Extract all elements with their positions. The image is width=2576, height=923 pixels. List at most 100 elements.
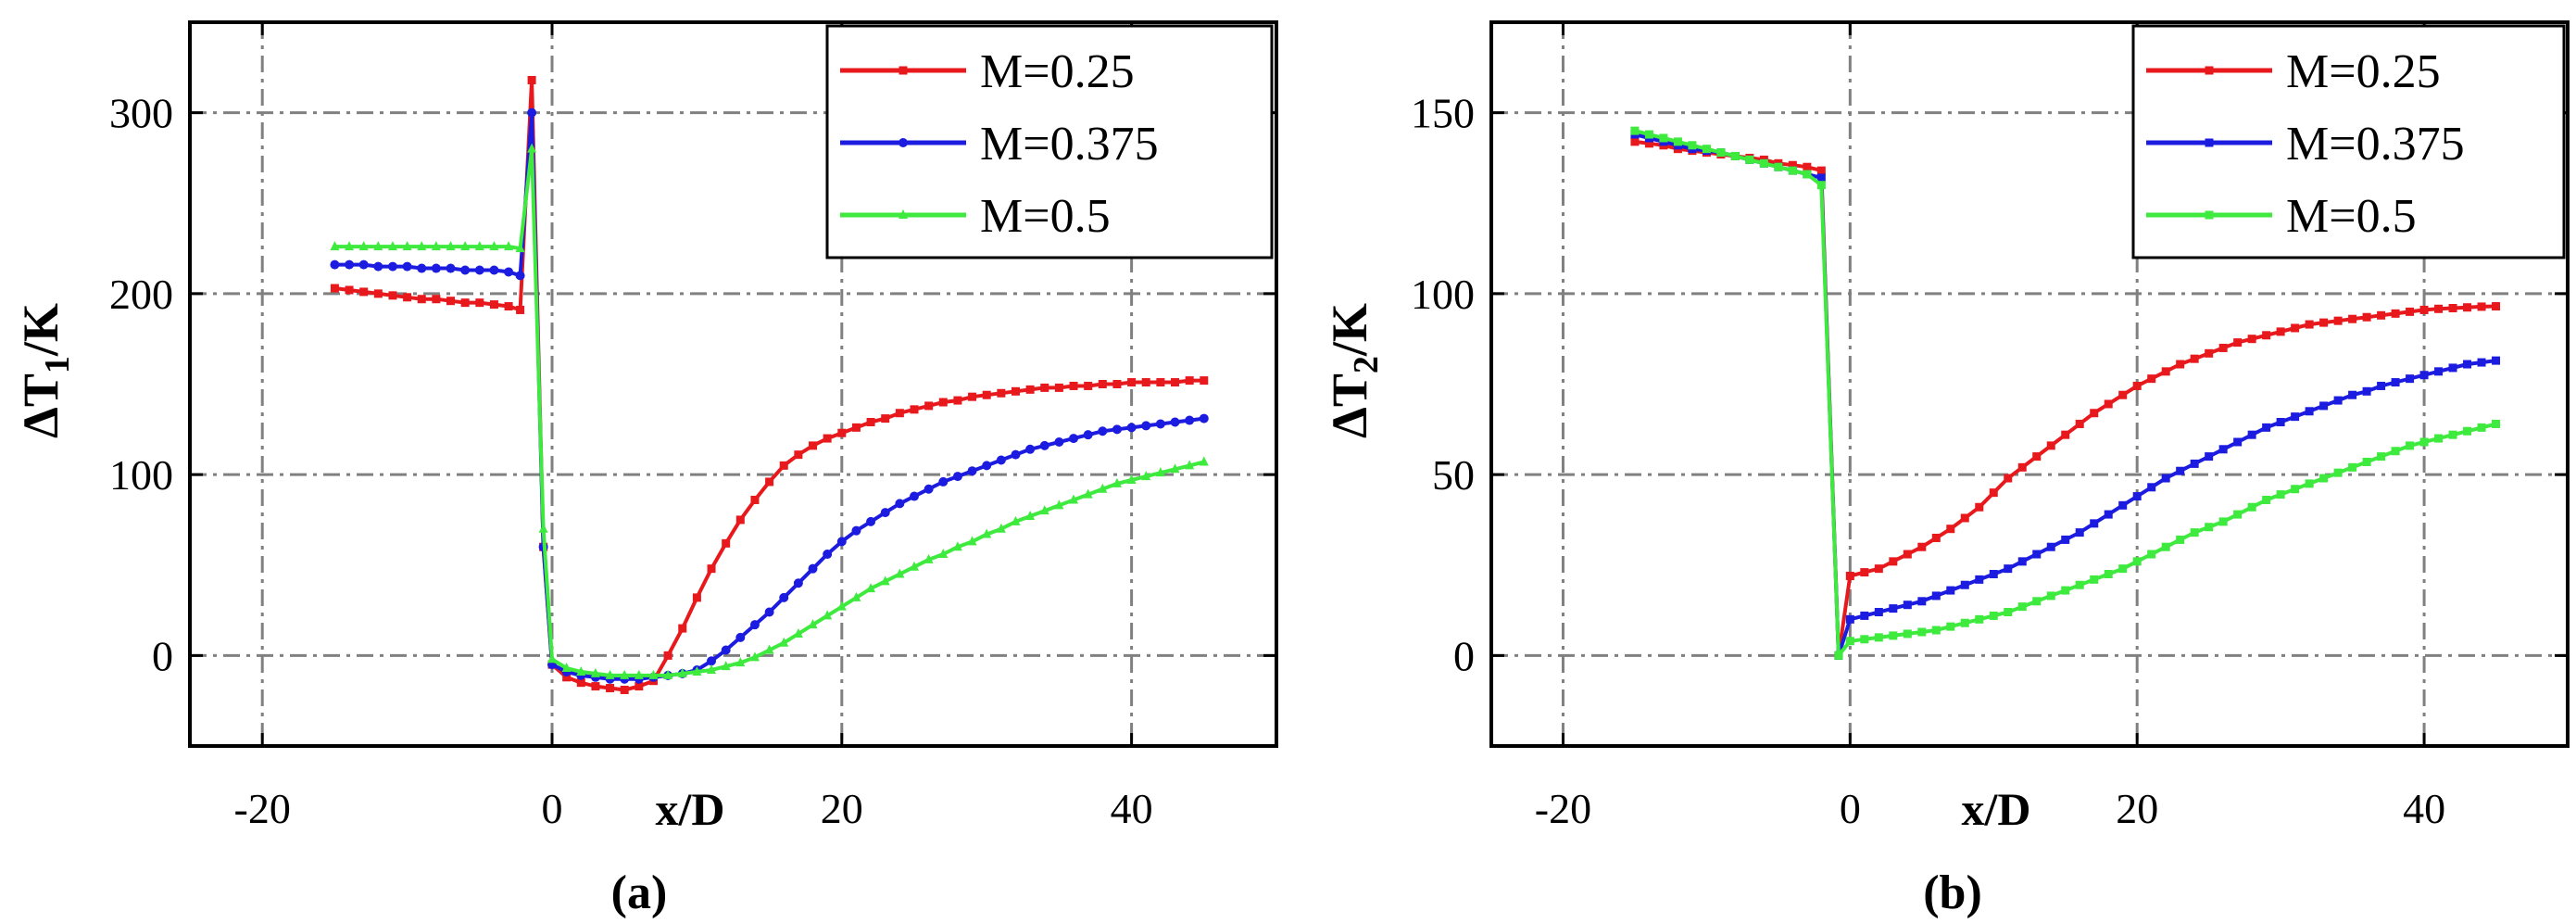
data-point	[1702, 145, 1711, 154]
data-point	[2319, 401, 2329, 411]
data-point	[2176, 360, 2185, 369]
data-point	[2406, 374, 2415, 384]
data-point	[474, 265, 484, 275]
data-point	[1845, 637, 1854, 646]
data-point	[910, 561, 919, 571]
data-point	[924, 484, 934, 494]
data-point	[2161, 474, 2170, 483]
data-point	[663, 669, 673, 679]
data-point	[2262, 331, 2271, 340]
data-point	[387, 241, 397, 251]
data-point	[2132, 492, 2142, 501]
x-tick-label: 40	[1111, 785, 1153, 832]
data-point	[1889, 604, 1898, 613]
data-point	[953, 396, 962, 405]
data-point	[590, 667, 600, 677]
data-point	[924, 553, 934, 563]
data-point	[2291, 485, 2300, 494]
y-tick-label: 0	[1453, 632, 1475, 679]
data-point	[1199, 456, 1209, 466]
data-point	[2190, 459, 2199, 468]
data-point	[330, 241, 340, 251]
data-point	[1946, 586, 1955, 595]
data-point	[527, 75, 536, 84]
data-point	[432, 295, 441, 304]
data-point	[2362, 312, 2371, 322]
data-point	[2362, 386, 2371, 396]
data-point	[1141, 378, 1150, 387]
data-point	[2075, 419, 2084, 428]
data-point	[808, 563, 818, 574]
data-point	[562, 673, 572, 682]
data-point	[634, 669, 644, 679]
legend-label: M=0.375	[980, 118, 1159, 171]
data-point	[2463, 303, 2472, 312]
data-point	[1917, 597, 1927, 606]
data-point	[722, 538, 731, 548]
data-point	[2448, 363, 2457, 373]
data-point	[547, 653, 557, 664]
data-point	[1816, 173, 1826, 183]
data-point	[1745, 155, 1754, 164]
data-point	[2132, 381, 2142, 390]
data-point	[460, 298, 470, 308]
data-point	[836, 601, 847, 611]
data-point	[910, 491, 919, 501]
data-point	[402, 261, 412, 272]
data-point	[1917, 542, 1927, 551]
data-point	[1860, 568, 1869, 577]
data-point	[2291, 323, 2300, 333]
data-point	[1084, 381, 1093, 390]
data-point	[866, 583, 876, 593]
legend-marker	[2205, 210, 2214, 220]
y-tick-label: 50	[1432, 451, 1475, 499]
data-point	[1098, 426, 1108, 436]
data-point	[2406, 307, 2415, 316]
data-point	[1039, 440, 1049, 450]
data-point	[1860, 635, 1869, 644]
data-point	[735, 657, 746, 667]
data-point	[735, 632, 746, 642]
legend: M=0.25 M=0.375 M=0.5	[825, 24, 1274, 259]
data-point	[1199, 413, 1209, 424]
data-point	[2434, 434, 2444, 443]
data-point	[2276, 418, 2285, 427]
data-point	[2061, 430, 2070, 439]
data-point	[2348, 314, 2357, 323]
data-point	[1185, 415, 1195, 425]
legend-label: M=0.5	[2286, 190, 2417, 243]
data-point	[2419, 371, 2429, 380]
data-point	[2205, 452, 2214, 462]
data-point	[1141, 421, 1151, 431]
data-point	[606, 684, 615, 693]
data-point	[851, 423, 861, 432]
data-point	[851, 525, 861, 536]
data-point	[952, 472, 962, 482]
data-point	[387, 261, 397, 272]
data-point	[1816, 181, 1826, 190]
data-point	[2492, 356, 2501, 365]
data-point	[793, 627, 803, 638]
data-point	[1630, 137, 1640, 146]
data-point	[1960, 513, 1969, 523]
data-point	[721, 645, 731, 655]
data-point	[2276, 327, 2285, 336]
data-point	[2463, 426, 2472, 436]
data-point	[1054, 436, 1064, 447]
data-point	[2046, 591, 2055, 601]
data-point	[373, 289, 383, 298]
data-point	[2348, 390, 2357, 399]
data-point	[1644, 130, 1653, 139]
data-point	[417, 295, 426, 304]
data-point	[938, 398, 948, 407]
data-point	[446, 241, 456, 251]
data-point	[2004, 564, 2013, 574]
data-point	[1170, 463, 1180, 474]
data-point	[2477, 358, 2486, 367]
data-point	[1127, 378, 1137, 387]
data-point	[1630, 126, 1640, 135]
data-point	[1834, 651, 1843, 660]
data-point	[677, 667, 687, 677]
data-point	[952, 541, 962, 551]
data-point	[1011, 449, 1021, 460]
